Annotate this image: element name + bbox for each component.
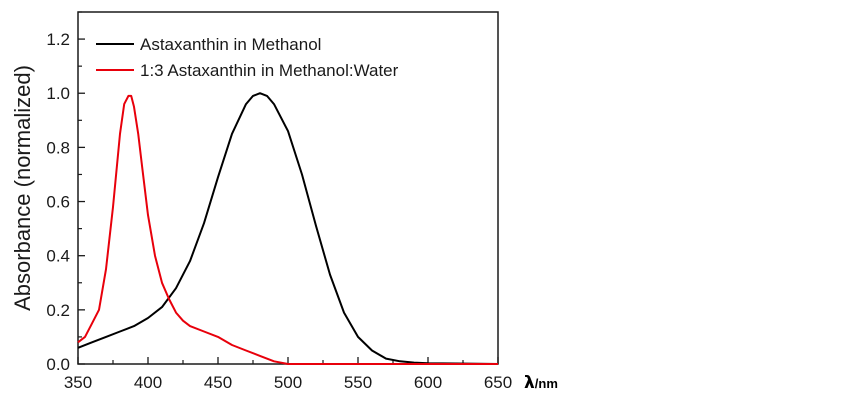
y-tick-label: 0.2 bbox=[46, 301, 70, 320]
series-line-1 bbox=[77, 92, 499, 365]
y-tick-label: 1.2 bbox=[46, 30, 70, 49]
y-tick-label: 0.6 bbox=[46, 193, 70, 212]
x-axis-title: λ/nm bbox=[524, 373, 558, 393]
x-tick-label: 350 bbox=[64, 373, 92, 392]
legend-label-1: Astaxanthin in Methanol bbox=[140, 35, 321, 54]
x-tick-label: 450 bbox=[204, 373, 232, 392]
legend: Astaxanthin in Methanol 1:3 Astaxanthin i… bbox=[96, 35, 399, 80]
x-tick-label: 550 bbox=[344, 373, 372, 392]
x-tick-label: 600 bbox=[414, 373, 442, 392]
y-tick-label: 0.8 bbox=[46, 138, 70, 157]
x-axis-unit: /nm bbox=[535, 376, 558, 391]
y-axis-title: Absorbance (normalized) bbox=[10, 65, 35, 311]
y-tick-labels: 0.0 0.2 0.4 0.6 0.8 1.0 1.2 bbox=[46, 30, 70, 374]
x-tick-labels: 350 400 450 500 550 600 650 bbox=[64, 373, 512, 392]
series-lines bbox=[77, 92, 499, 365]
x-tick-label: 400 bbox=[134, 373, 162, 392]
y-tick-label: 1.0 bbox=[46, 84, 70, 103]
y-tick-label: 0.4 bbox=[46, 247, 70, 266]
x-tick-label: 500 bbox=[274, 373, 302, 392]
series-line-2 bbox=[77, 94, 498, 365]
x-axis-symbol: λ bbox=[524, 373, 535, 393]
x-tick-label: 650 bbox=[484, 373, 512, 392]
y-tick-label: 0.0 bbox=[46, 355, 70, 374]
legend-label-2: 1:3 Astaxanthin in Methanol:Water bbox=[140, 61, 399, 80]
